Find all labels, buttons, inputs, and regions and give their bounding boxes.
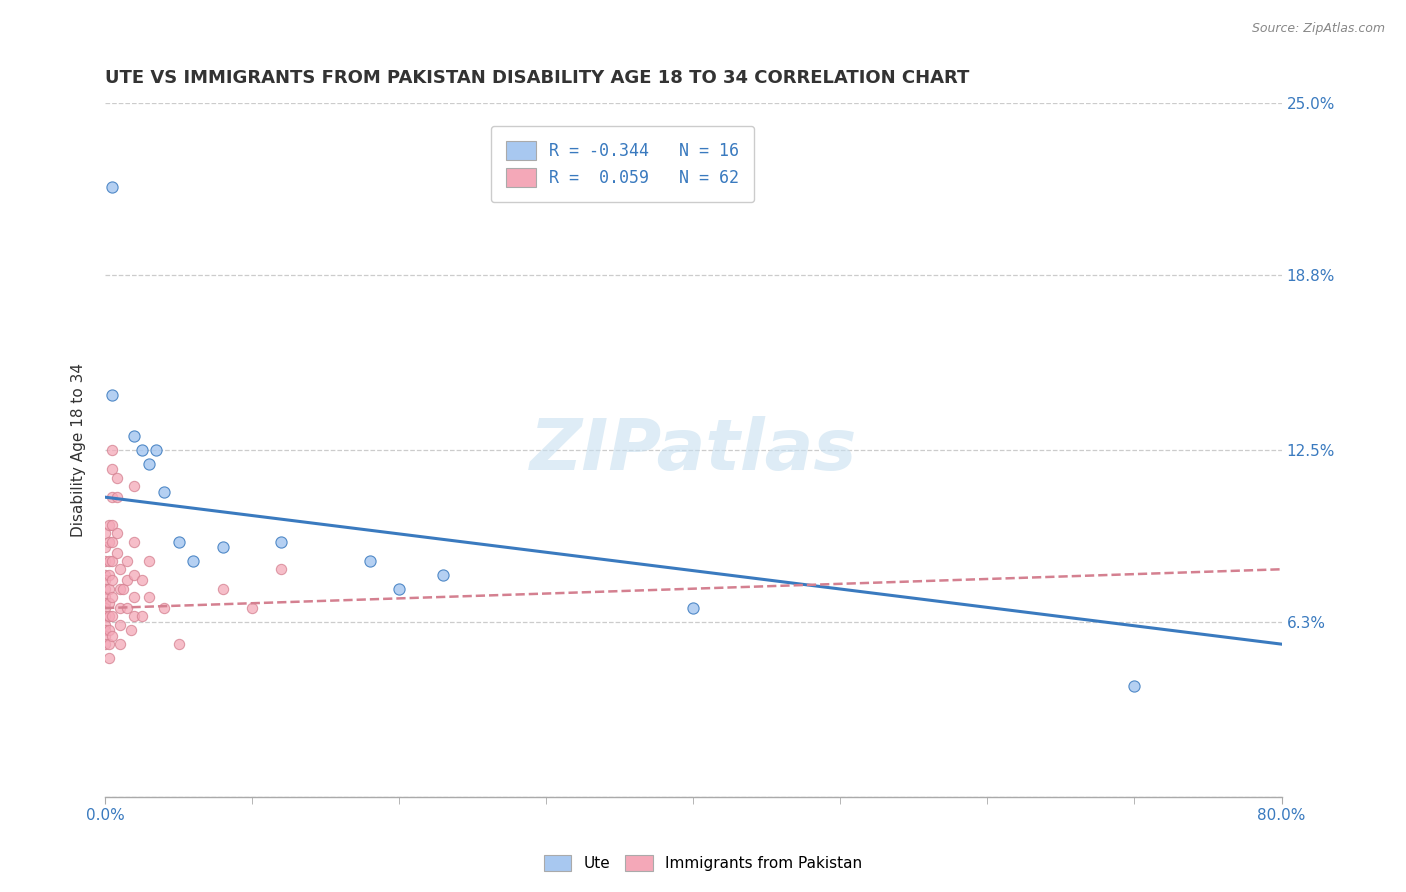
Point: [108, 582, 131, 596]
Point: [98, 582, 121, 596]
Point: [101, 554, 124, 568]
Point: [94, 601, 117, 615]
Point: [138, 457, 160, 471]
Point: [211, 540, 233, 554]
Point: [138, 554, 160, 568]
Point: [211, 582, 233, 596]
Point: [124, 567, 146, 582]
Point: [94, 617, 117, 632]
Point: [270, 534, 292, 549]
Point: [124, 609, 146, 624]
Point: [98, 554, 121, 568]
Point: [98, 651, 121, 665]
Point: [98, 609, 121, 624]
Point: [94, 590, 117, 604]
Point: [101, 462, 124, 476]
Point: [108, 601, 131, 615]
Point: [108, 562, 131, 576]
Point: [105, 471, 128, 485]
Point: [94, 629, 117, 643]
Point: [94, 637, 117, 651]
Point: [115, 574, 138, 588]
Point: [101, 490, 124, 504]
Point: [124, 479, 146, 493]
Point: [131, 442, 153, 457]
Point: [181, 554, 204, 568]
Point: [98, 534, 121, 549]
Point: [98, 624, 121, 638]
Point: [115, 554, 138, 568]
Point: [101, 517, 124, 532]
Y-axis label: Disability Age 18 to 34: Disability Age 18 to 34: [72, 363, 86, 537]
Point: [121, 624, 143, 638]
Point: [131, 574, 153, 588]
Point: [101, 442, 124, 457]
Point: [94, 574, 117, 588]
Point: [101, 534, 124, 549]
Point: [94, 595, 117, 609]
Point: [108, 637, 131, 651]
Point: [94, 567, 117, 582]
Point: [101, 609, 124, 624]
Point: [101, 574, 124, 588]
Point: [167, 534, 190, 549]
Point: [270, 562, 292, 576]
Point: [240, 601, 263, 615]
Point: [124, 590, 146, 604]
Point: [115, 601, 138, 615]
Point: [167, 637, 190, 651]
Point: [131, 609, 153, 624]
Legend: Ute, Immigrants from Pakistan: Ute, Immigrants from Pakistan: [537, 849, 869, 877]
Point: [153, 484, 176, 499]
Legend: R = -0.344   N = 16, R =  0.059   N = 62: R = -0.344 N = 16, R = 0.059 N = 62: [491, 126, 755, 202]
Text: Source: ZipAtlas.com: Source: ZipAtlas.com: [1251, 22, 1385, 36]
Point: [682, 601, 704, 615]
Point: [138, 590, 160, 604]
Point: [94, 526, 117, 541]
Point: [153, 601, 176, 615]
Point: [101, 590, 124, 604]
Point: [105, 546, 128, 560]
Point: [101, 387, 124, 401]
Point: [105, 490, 128, 504]
Point: [98, 567, 121, 582]
Point: [94, 609, 117, 624]
Point: [94, 554, 117, 568]
Point: [1123, 679, 1146, 693]
Text: ZIPatlas: ZIPatlas: [530, 416, 856, 484]
Point: [124, 534, 146, 549]
Point: [98, 517, 121, 532]
Point: [111, 582, 134, 596]
Point: [105, 526, 128, 541]
Point: [98, 637, 121, 651]
Point: [101, 179, 124, 194]
Point: [98, 595, 121, 609]
Point: [124, 429, 146, 443]
Point: [432, 567, 454, 582]
Point: [359, 554, 381, 568]
Point: [145, 442, 167, 457]
Point: [94, 540, 117, 554]
Point: [94, 582, 117, 596]
Point: [94, 624, 117, 638]
Point: [388, 582, 411, 596]
Text: UTE VS IMMIGRANTS FROM PAKISTAN DISABILITY AGE 18 TO 34 CORRELATION CHART: UTE VS IMMIGRANTS FROM PAKISTAN DISABILI…: [105, 69, 969, 87]
Point: [108, 617, 131, 632]
Point: [101, 629, 124, 643]
